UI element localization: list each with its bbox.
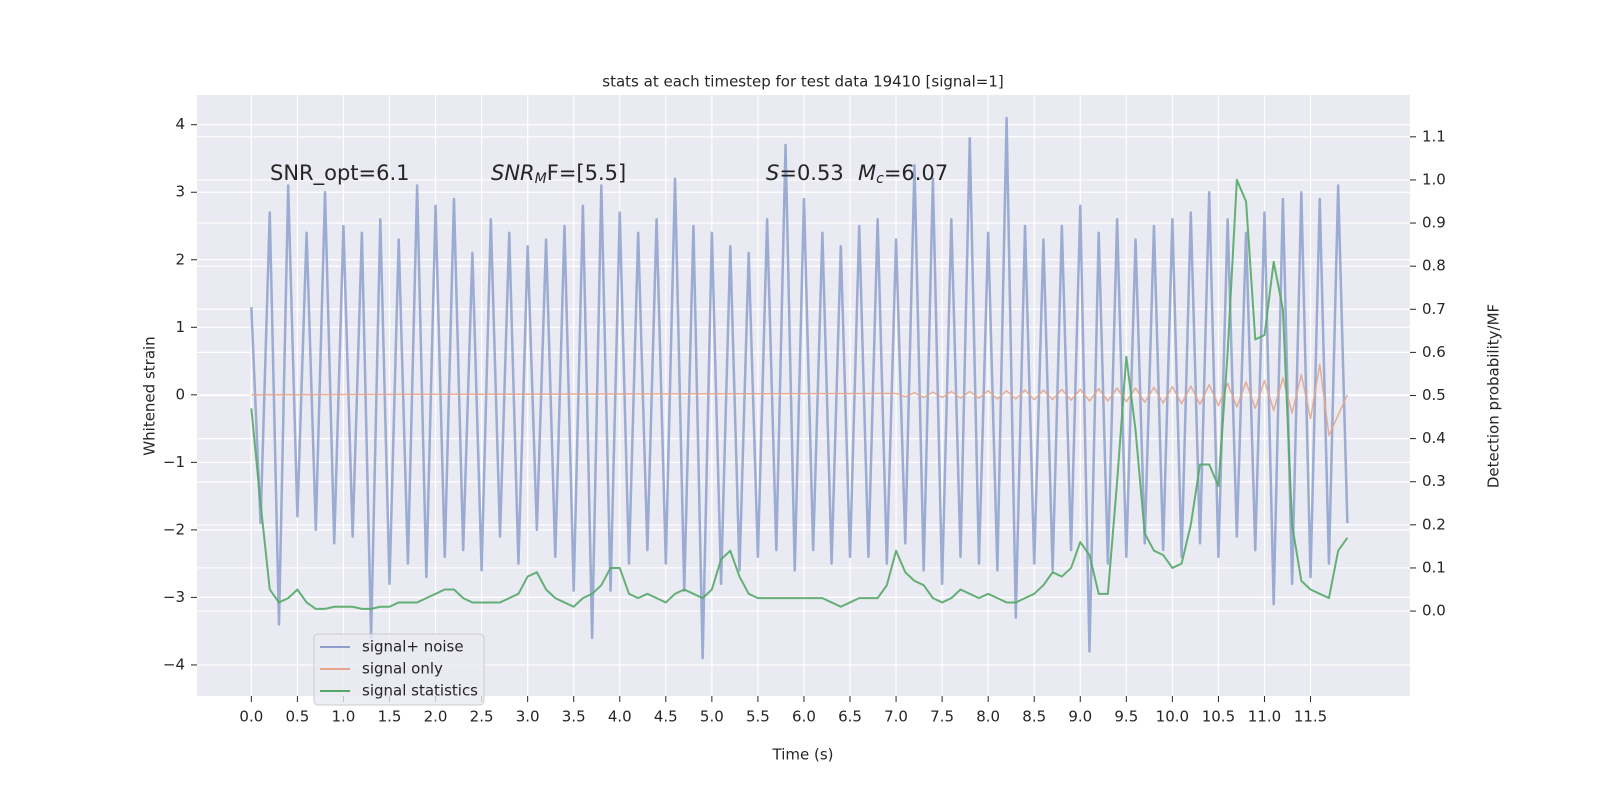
y2-tick-label: 0.2 — [1422, 515, 1446, 533]
annotation-part: =0.53 — [779, 161, 843, 185]
y-tick-label: 4 — [175, 115, 185, 133]
x-tick-label: 0.5 — [285, 708, 309, 726]
y-tick-label: 1 — [175, 318, 185, 336]
legend-label: signal statistics — [362, 682, 478, 700]
x-tick-label: 11.0 — [1248, 708, 1281, 726]
series-line — [250, 178, 1349, 610]
legend-box — [313, 633, 485, 706]
x-tick-label: 4.5 — [654, 708, 678, 726]
series-line — [251, 363, 1349, 437]
x-tick-label: 1.0 — [332, 708, 356, 726]
x-tick-label: 9.5 — [1114, 708, 1138, 726]
y-axis-label: Whitened strain — [141, 336, 159, 455]
annotation-part: S — [766, 161, 779, 185]
legend: signal+ noise signal only signal statistic… — [313, 633, 485, 706]
marks — [250, 116, 1349, 660]
annotation-part: M — [858, 161, 876, 185]
annotation-part: =6.07 — [884, 161, 948, 185]
x-tick-label: 5.5 — [746, 708, 770, 726]
annotation-part: M — [535, 171, 547, 187]
annotation: SNRMF=[5.5] — [491, 161, 626, 187]
y-tick-label: 0 — [175, 385, 185, 403]
y-tick-label: −4 — [163, 655, 185, 673]
y-tick-label: 2 — [175, 250, 185, 268]
x-tick-label: 6.5 — [838, 708, 862, 726]
y-tick-label: −2 — [163, 520, 185, 538]
legend-label: signal+ noise — [362, 638, 464, 656]
legend-label: signal only — [362, 660, 443, 678]
y2-tick-label: 0.3 — [1422, 472, 1446, 490]
chart-title: stats at each timestep for test data 194… — [602, 73, 1003, 91]
y2-tick-label: 0.1 — [1422, 558, 1446, 576]
annotation-part: SNR — [491, 161, 535, 185]
annotation-part: F=[5.5] — [547, 161, 626, 185]
y2-axis-label: Detection probability/MF — [1485, 304, 1503, 488]
y2-tick-label: 0.6 — [1422, 343, 1446, 361]
x-tick-label: 7.0 — [884, 708, 908, 726]
series-line — [250, 116, 1349, 660]
x-tick-label: 8.5 — [1022, 708, 1046, 726]
y2-tick-label: 0.5 — [1422, 386, 1446, 404]
annotation-part: c — [876, 171, 884, 187]
y2-tick-label: 0.9 — [1422, 214, 1446, 232]
y2-tick-label: 1.0 — [1422, 170, 1446, 188]
y-tick-label: 3 — [175, 183, 185, 201]
x-tick-label: 3.5 — [562, 708, 586, 726]
annotation: S=0.53 — [766, 161, 844, 185]
y2-tick-label: 0.7 — [1422, 300, 1446, 318]
y2-tick-label: 0.0 — [1422, 602, 1446, 620]
x-tick-label: 0.0 — [239, 708, 263, 726]
y-tick-label: −1 — [163, 453, 185, 471]
x-tick-label: 6.0 — [792, 708, 816, 726]
y2-tick-label: 0.8 — [1422, 257, 1446, 275]
y2-tick-label: 1.1 — [1422, 127, 1446, 145]
annotation: Mc=6.07 — [858, 161, 948, 187]
x-axis-label: Time (s) — [772, 746, 834, 764]
x-tick-label: 5.0 — [700, 708, 724, 726]
x-tick-label: 2.5 — [470, 708, 494, 726]
y-tick-label: −3 — [163, 588, 185, 606]
x-tick-label: 9.0 — [1068, 708, 1092, 726]
labels: 0.0 0.5 1.0 1.5 2.0 2.5 3.0 3.5 4.0 4.5 5.0 5.5 6.0 6… — [163, 115, 1446, 725]
y2-tick-label: 0.4 — [1422, 429, 1446, 447]
x-tick-label: 2.0 — [424, 708, 448, 726]
annotation-part: SNR_opt=6.1 — [270, 161, 410, 186]
x-tick-label: 1.5 — [378, 708, 402, 726]
x-tick-label: 11.5 — [1294, 708, 1327, 726]
x-tick-label: 8.0 — [976, 708, 1000, 726]
x-tick-label: 3.0 — [516, 708, 540, 726]
x-tick-label: 10.0 — [1156, 708, 1189, 726]
x-tick-label: 4.0 — [608, 708, 632, 726]
x-tick-label: 7.5 — [930, 708, 954, 726]
x-tick-label: 10.5 — [1202, 708, 1235, 726]
annotation: SNR_opt=6.1 — [270, 161, 410, 186]
